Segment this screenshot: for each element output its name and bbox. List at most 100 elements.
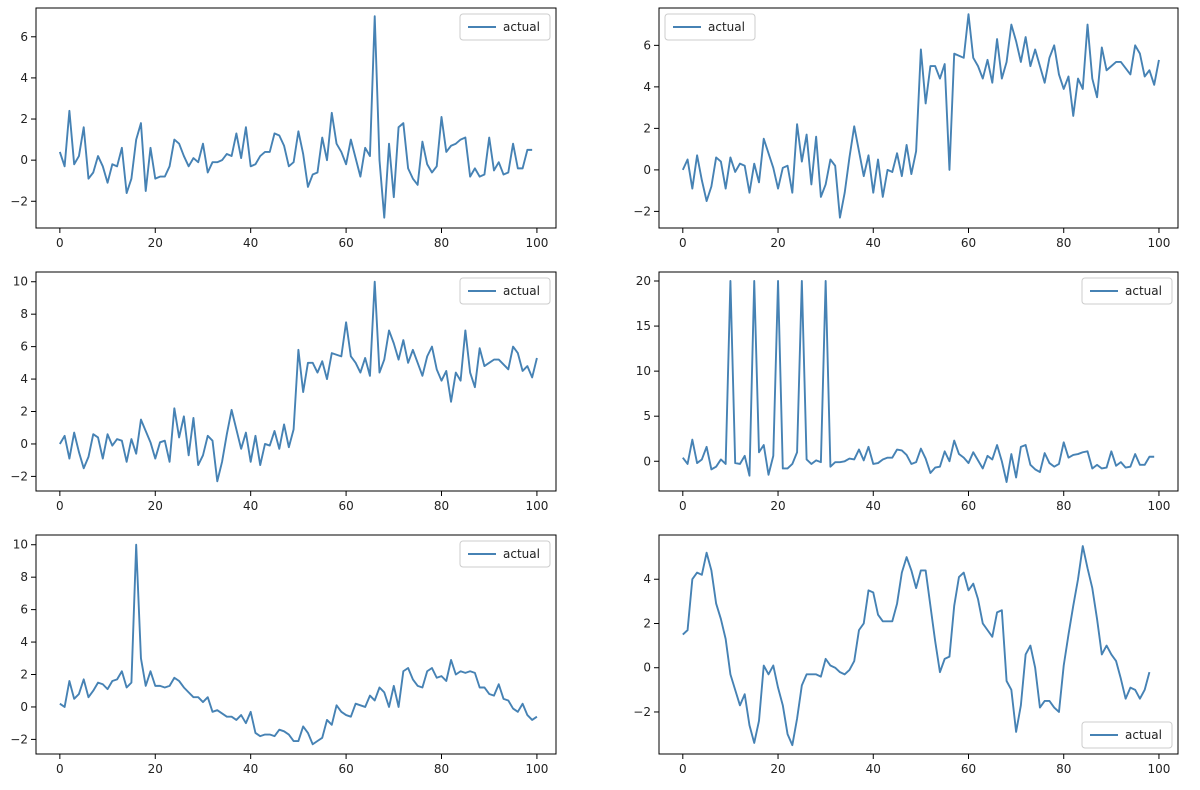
chart-1-y-tick-label-4: 6: [20, 30, 28, 44]
chart-5-legend: actual: [459, 540, 551, 568]
chart-4-legend: actual: [1081, 277, 1173, 305]
chart-6-x-tick-label-0: 0: [679, 762, 687, 776]
chart-3-x-tick-label-4: 80: [434, 499, 449, 513]
chart-1-legend: actual: [459, 13, 551, 41]
chart-2-x-tick-label-1: 20: [770, 236, 785, 250]
chart-3-legend-box: [459, 277, 551, 305]
chart-2-x-tick-label-5: 100: [1148, 236, 1171, 250]
chart-6-y-tick-label-1: 0: [643, 661, 651, 675]
chart-6-x-tick-label-5: 100: [1148, 762, 1171, 776]
chart-3-y-tick-label-3: 4: [20, 372, 28, 386]
chart-2-legend-box: [664, 13, 756, 41]
chart-4-axes-frame: [658, 271, 1179, 492]
chart-3-y-tick-label-5: 8: [20, 307, 28, 321]
chart-4-y-tick-label-4: 20: [636, 274, 651, 288]
chart-1-legend-label: actual: [503, 20, 540, 34]
chart-2-y-tick-label-1: 0: [643, 163, 651, 177]
chart-3-y-tick-label-0: −2: [10, 469, 28, 483]
chart-4-x-tick-label-4: 80: [1056, 499, 1071, 513]
chart-6-axes-frame: [658, 534, 1179, 755]
chart-6-y-tick-label-0: −2: [633, 705, 651, 719]
chart-3-legend: actual: [459, 277, 551, 305]
chart-5-y-tick-label-0: −2: [10, 732, 28, 746]
chart-2-x-tick-label-4: 80: [1056, 236, 1071, 250]
chart-4-y-tick-label-0: 0: [643, 454, 651, 468]
chart-3-axes-frame: [35, 271, 557, 492]
chart-6-legend-label: actual: [1125, 728, 1162, 742]
chart-5-series-1-line: [59, 543, 538, 746]
chart-2-y-tick-label-2: 2: [643, 121, 651, 135]
chart-3-x-tick-label-1: 20: [148, 499, 163, 513]
chart-1-x-tick-label-5: 100: [525, 236, 548, 250]
chart-5-y-tick-label-6: 10: [13, 538, 28, 552]
chart-1-y-tick-label-3: 4: [20, 71, 28, 85]
chart-6-x-tick-label-1: 20: [770, 762, 785, 776]
chart-3-series-1-line: [59, 280, 538, 483]
chart-5-x-tick-label-3: 60: [338, 762, 353, 776]
chart-4-y-tick-label-2: 10: [636, 364, 651, 378]
chart-5-y-tick-label-1: 0: [20, 700, 28, 714]
chart-5-x-tick-label-2: 40: [243, 762, 258, 776]
chart-1-y-tick-label-2: 2: [20, 112, 28, 126]
chart-5-y-tick-label-4: 6: [20, 603, 28, 617]
chart-5-x-tick-label-5: 100: [525, 762, 548, 776]
chart-2-x-tick-label-2: 40: [866, 236, 881, 250]
chart-1-legend-box: [459, 13, 551, 41]
chart-1-y-tick-label-1: 0: [20, 153, 28, 167]
chart-3-legend-label: actual: [503, 284, 540, 298]
chart-1-y-tick-label-0: −2: [10, 194, 28, 208]
subplot-2: 0 20 40 60 80 100 −2 0 2 4 6 actual: [633, 7, 1179, 250]
chart-4-legend-label: actual: [1125, 284, 1162, 298]
chart-1-x-tick-label-2: 40: [243, 236, 258, 250]
chart-2-series-1-line: [681, 13, 1160, 219]
subplot-6: 0 20 40 60 80 100 −2 0 2 4 actual: [633, 534, 1179, 776]
subplot-1: 0 20 40 60 80 100 −2 0 2 4 6 actual: [10, 7, 557, 250]
chart-4-x-tick-label-5: 100: [1148, 499, 1171, 513]
chart-4-y-tick-label-3: 15: [636, 319, 651, 333]
chart-5-axes-frame: [35, 534, 557, 755]
chart-6-legend: actual: [1081, 721, 1173, 749]
chart-5-legend-box: [459, 540, 551, 568]
chart-3-y-tick-label-4: 6: [20, 340, 28, 354]
chart-1-x-tick-label-3: 60: [338, 236, 353, 250]
chart-3-y-tick-label-2: 2: [20, 405, 28, 419]
chart-6-x-tick-label-4: 80: [1056, 762, 1071, 776]
chart-5-y-tick-label-5: 8: [20, 570, 28, 584]
chart-3-x-tick-label-5: 100: [525, 499, 548, 513]
chart-4-y-tick-label-1: 5: [643, 409, 651, 423]
chart-2-x-tick-label-0: 0: [679, 236, 687, 250]
chart-5-y-tick-label-3: 4: [20, 635, 28, 649]
chart-2-y-tick-label-0: −2: [633, 204, 651, 218]
chart-3-x-tick-label-2: 40: [243, 499, 258, 513]
chart-5-legend-label: actual: [503, 547, 540, 561]
chart-1-x-tick-label-4: 80: [434, 236, 449, 250]
chart-2-legend-label: actual: [708, 20, 745, 34]
chart-2-y-tick-label-3: 4: [643, 80, 651, 94]
chart-6-legend-box: [1081, 721, 1173, 749]
subplot-3: 0 20 40 60 80 100 −2 0 2 4 6 8 10 actual: [10, 271, 557, 513]
chart-4-x-tick-label-0: 0: [679, 499, 687, 513]
chart-6-y-tick-label-2: 2: [643, 616, 651, 630]
chart-3-x-tick-label-0: 0: [56, 499, 64, 513]
chart-4-x-tick-label-3: 60: [961, 499, 976, 513]
chart-4-x-tick-label-2: 40: [866, 499, 881, 513]
chart-2-y-tick-label-4: 6: [643, 38, 651, 52]
chart-6-x-tick-label-2: 40: [866, 762, 881, 776]
chart-6-series-1-line: [682, 545, 1151, 747]
chart-3-y-tick-label-6: 10: [13, 275, 28, 289]
chart-6-x-tick-label-3: 60: [961, 762, 976, 776]
chart-2-legend: actual: [664, 13, 756, 41]
chart-1-axes-frame: [35, 7, 557, 229]
chart-3-x-tick-label-3: 60: [338, 499, 353, 513]
chart-4-x-tick-label-1: 20: [770, 499, 785, 513]
subplot-4: 0 20 40 60 80 100 0 5 10 15 20 actual: [636, 271, 1179, 513]
chart-3-y-tick-label-1: 0: [20, 437, 28, 451]
chart-2-axes-frame: [658, 7, 1179, 229]
chart-6-y-tick-label-3: 4: [643, 572, 651, 586]
chart-2-x-tick-label-3: 60: [961, 236, 976, 250]
chart-5-x-tick-label-1: 20: [148, 762, 163, 776]
chart-4-legend-box: [1081, 277, 1173, 305]
chart-5-x-tick-label-4: 80: [434, 762, 449, 776]
chart-1-series-1-line: [58, 15, 533, 219]
